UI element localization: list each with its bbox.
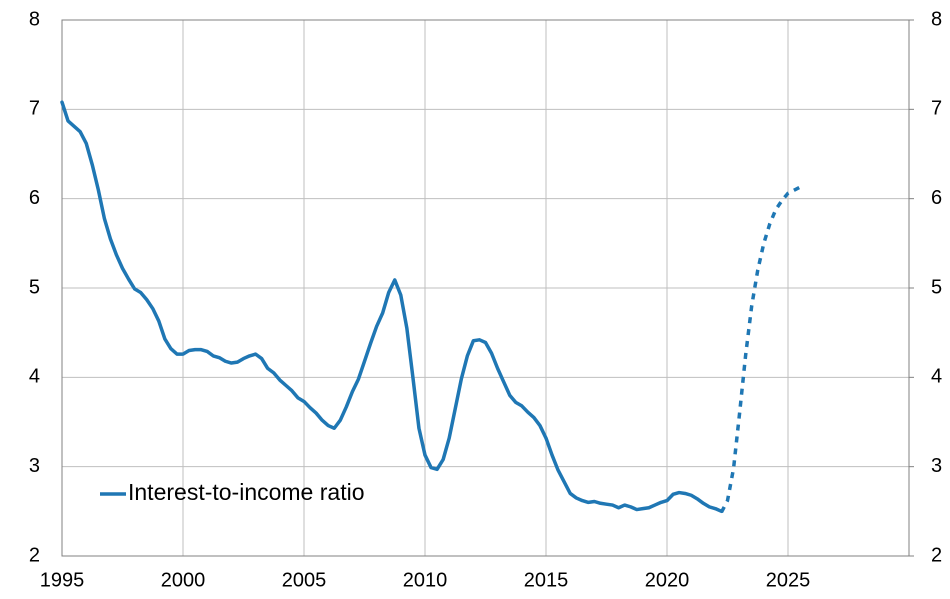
y2-tick-label: 5 <box>931 276 942 298</box>
data-line <box>60 100 724 514</box>
forecast-line <box>719 185 801 514</box>
y-tick-label: 4 <box>29 366 40 388</box>
y2-tick-label: 6 <box>931 187 942 209</box>
x-tick-label: 2025 <box>766 569 811 591</box>
plot-frame <box>61 19 910 557</box>
x-tick-label: 1995 <box>40 569 85 591</box>
y2-tick-label: 4 <box>931 366 942 388</box>
y-tick-label: 7 <box>29 98 40 120</box>
y-tick-label: 2 <box>29 544 40 566</box>
x-tick-label: 2005 <box>282 569 327 591</box>
legend-label: Interest-to-income ratio <box>128 479 364 505</box>
x-tick-label: 2010 <box>403 569 448 591</box>
x-tick-label: 2015 <box>524 569 569 591</box>
x-tick-label: 2000 <box>161 569 206 591</box>
y2-tick-label: 3 <box>931 455 942 477</box>
y-tick-label: 8 <box>29 8 40 30</box>
y2-tick-label: 8 <box>931 8 942 30</box>
y-tick-label: 3 <box>29 455 40 477</box>
x-tick-label: 2020 <box>645 569 690 591</box>
y-tick-label: 5 <box>29 276 40 298</box>
y2-tick-label: 7 <box>931 98 942 120</box>
y2-tick-label: 2 <box>931 544 942 566</box>
y-tick-label: 6 <box>29 187 40 209</box>
